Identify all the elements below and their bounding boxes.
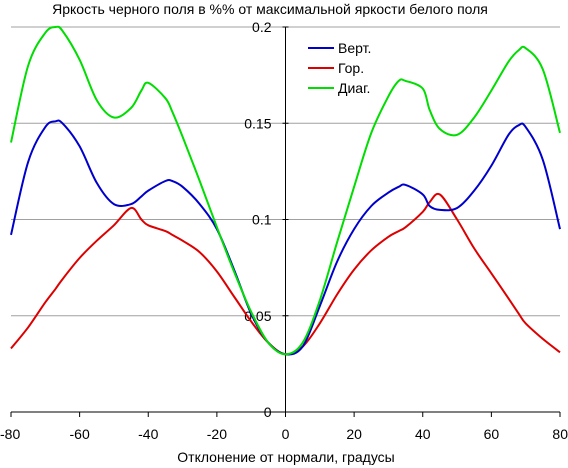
x-axis-label: Отклонение от нормали, градусы bbox=[177, 449, 394, 465]
x-tick-label: -60 bbox=[70, 426, 90, 442]
x-tick-label: 60 bbox=[484, 426, 500, 442]
y-tick-label: 0.2 bbox=[252, 19, 272, 35]
x-tick-label: -20 bbox=[207, 426, 227, 442]
x-tick-label: -40 bbox=[138, 426, 158, 442]
x-tick-label: 80 bbox=[552, 426, 568, 442]
x-tick-label: 0 bbox=[282, 426, 290, 442]
chart-title: Яркость черного поля в %% от максимально… bbox=[52, 1, 488, 17]
legend-label: Диаг. bbox=[338, 80, 370, 96]
x-tick-labels: -80 -60 -40 -20 0 20 40 60 80 bbox=[0, 426, 568, 442]
series-line-diag bbox=[10, 25, 561, 356]
axes bbox=[10, 26, 561, 417]
y-tick-label: 0.1 bbox=[252, 212, 272, 228]
x-tick-label: 40 bbox=[415, 426, 431, 442]
x-tick-label: -80 bbox=[0, 426, 20, 442]
legend: Верт. Гор. Диаг. bbox=[308, 40, 371, 96]
legend-label: Верт. bbox=[338, 40, 371, 56]
series-lines bbox=[10, 25, 561, 356]
x-tick-label: 20 bbox=[346, 426, 362, 442]
y-tick-label: 0 bbox=[264, 404, 272, 420]
legend-label: Гор. bbox=[338, 60, 364, 76]
y-tick-label: 0.05 bbox=[244, 308, 271, 324]
y-tick-label: 0.15 bbox=[244, 115, 271, 131]
